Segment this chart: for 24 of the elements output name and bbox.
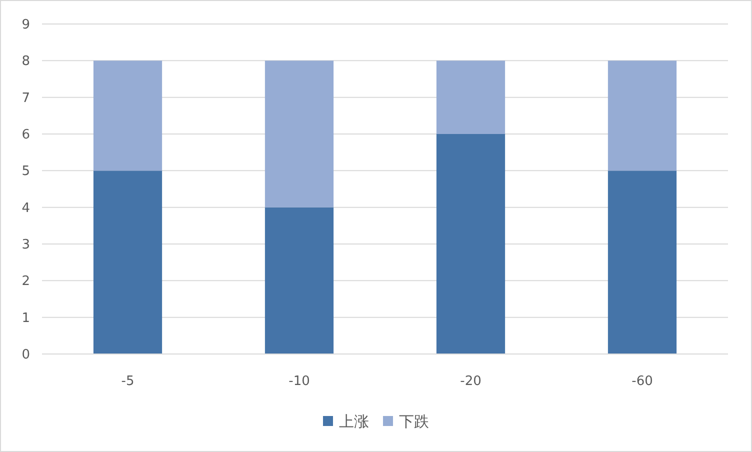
bar	[93, 60, 162, 171]
y-tick-label: 9	[22, 18, 30, 32]
bar	[436, 134, 506, 354]
y-tick-label: 7	[22, 90, 30, 106]
bar	[436, 60, 506, 134]
bar	[264, 60, 334, 208]
bar	[608, 170, 677, 354]
y-tick-label: 2	[22, 274, 30, 290]
x-tick-label: -20	[460, 374, 482, 389]
y-tick-label: 1	[22, 310, 30, 326]
y-tick-label: 6	[22, 128, 30, 142]
bar	[93, 170, 162, 354]
legend-label: 上涨	[339, 412, 369, 430]
legend-label: 下跌	[399, 412, 429, 430]
x-tick-label: -10	[288, 374, 310, 389]
bar	[608, 60, 677, 171]
y-tick-label: 3	[22, 238, 30, 252]
x-tick-label: -60	[632, 374, 653, 389]
y-tick-label: 4	[22, 200, 30, 216]
x-tick-label: -5	[121, 374, 134, 389]
y-tick-label: 5	[22, 164, 30, 180]
y-tick-label: 8	[22, 54, 30, 70]
y-tick-label: 0	[22, 348, 30, 362]
bar	[264, 207, 334, 354]
